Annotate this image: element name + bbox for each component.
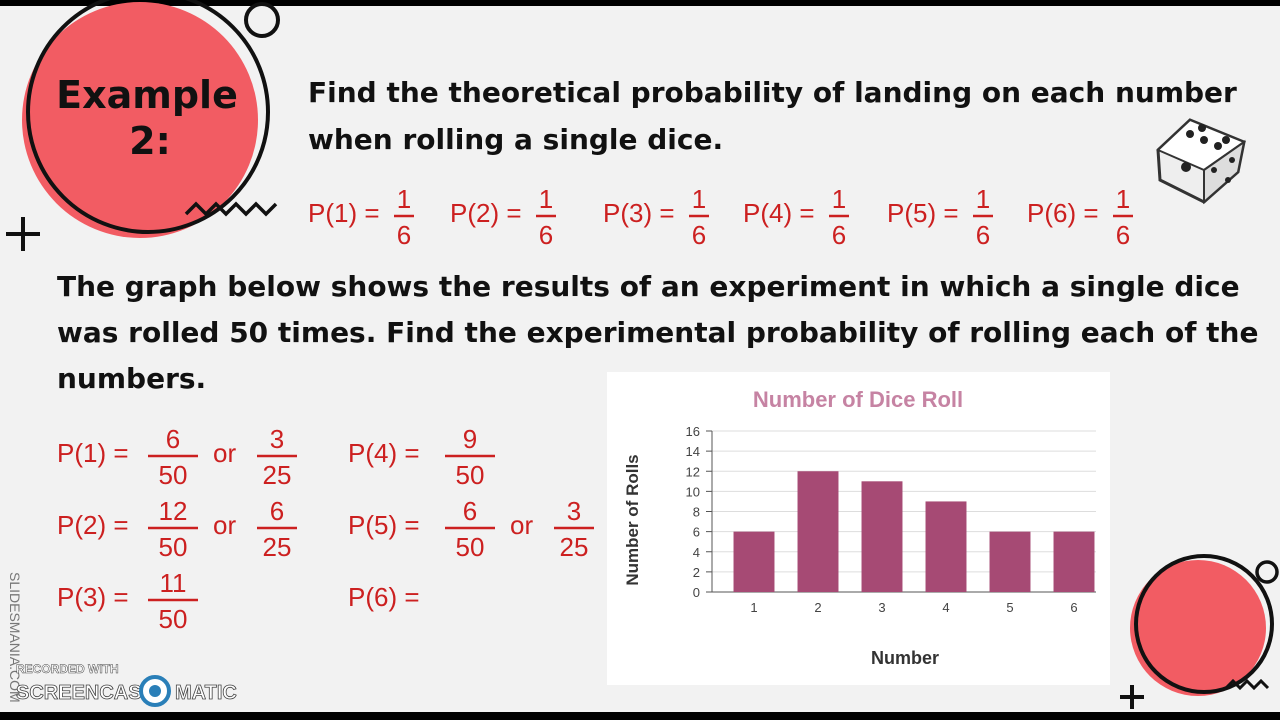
fraction-denominator: 50 bbox=[456, 460, 485, 490]
probability-label: P(4) = bbox=[743, 198, 815, 228]
fraction-denominator: 50 bbox=[159, 460, 188, 490]
question-text: when rolling a single dice. bbox=[308, 123, 723, 156]
question-text: numbers. bbox=[57, 362, 206, 395]
probability-label: P(6) = bbox=[348, 582, 420, 612]
bar bbox=[733, 531, 775, 592]
y-tick-label: 14 bbox=[686, 444, 700, 459]
or-word: or bbox=[510, 510, 533, 540]
example-number: 2: bbox=[129, 119, 171, 163]
example-label: Example bbox=[56, 73, 238, 117]
fraction-denominator: 6 bbox=[397, 220, 411, 250]
y-tick-label: 2 bbox=[693, 565, 700, 580]
y-axis-label: Number of Rolls bbox=[623, 454, 642, 585]
probability-label: P(1) = bbox=[308, 198, 380, 228]
top-bar bbox=[0, 0, 1280, 6]
fraction-numerator: 12 bbox=[159, 496, 188, 526]
y-tick-label: 8 bbox=[693, 505, 700, 520]
fraction-numerator: 6 bbox=[463, 496, 477, 526]
bar bbox=[797, 471, 839, 592]
x-tick-label: 5 bbox=[1006, 600, 1013, 615]
y-tick-label: 4 bbox=[693, 545, 700, 560]
y-tick-label: 0 bbox=[693, 585, 700, 600]
fraction-denominator: 6 bbox=[539, 220, 553, 250]
y-tick-label: 16 bbox=[686, 424, 700, 439]
fraction-denominator: 25 bbox=[263, 532, 292, 562]
watermark: SLIDESMANIA.COM bbox=[7, 572, 23, 703]
fraction-numerator: 1 bbox=[692, 184, 706, 214]
probability-label: P(3) = bbox=[603, 198, 675, 228]
or-word: or bbox=[213, 510, 236, 540]
bar bbox=[989, 531, 1031, 592]
fraction-numerator: 6 bbox=[166, 424, 180, 454]
circle-outline-small bbox=[1134, 554, 1274, 694]
plus bbox=[1120, 685, 1144, 709]
probability-label: P(5) = bbox=[348, 510, 420, 540]
fraction-denominator: 6 bbox=[1116, 220, 1130, 250]
question-text: The graph below shows the results of an … bbox=[57, 270, 1240, 303]
y-tick-label: 6 bbox=[693, 525, 700, 540]
probability-label: P(2) = bbox=[57, 510, 129, 540]
bar bbox=[1053, 531, 1095, 592]
question-text: was rolled 50 times. Find the experiment… bbox=[57, 316, 1258, 349]
probability-label: P(4) = bbox=[348, 438, 420, 468]
plus bbox=[6, 217, 40, 251]
red-circle bbox=[22, 2, 258, 238]
chart-panel bbox=[607, 372, 1110, 685]
fraction-denominator: 6 bbox=[832, 220, 846, 250]
fraction-denominator: 25 bbox=[560, 532, 589, 562]
probability-label: P(2) = bbox=[450, 198, 522, 228]
watermark: RECORDED WITH bbox=[16, 662, 119, 676]
fraction-denominator: 50 bbox=[159, 604, 188, 634]
bar bbox=[861, 481, 903, 592]
fraction-numerator: 1 bbox=[539, 184, 553, 214]
probability-label: P(3) = bbox=[57, 582, 129, 612]
fraction-denominator: 50 bbox=[456, 532, 485, 562]
circle-outline bbox=[26, 0, 270, 234]
small-circle bbox=[1255, 560, 1279, 584]
x-tick-label: 2 bbox=[814, 600, 821, 615]
small-circle bbox=[244, 2, 280, 38]
or-word: or bbox=[213, 438, 236, 468]
fraction-numerator: 1 bbox=[1116, 184, 1130, 214]
watermark: SCREENCAST bbox=[16, 682, 154, 704]
question-text: Find the theoretical probability of land… bbox=[308, 76, 1237, 109]
fraction-denominator: 6 bbox=[976, 220, 990, 250]
x-tick-label: 4 bbox=[942, 600, 949, 615]
fraction-denominator: 50 bbox=[159, 532, 188, 562]
y-tick-label: 10 bbox=[686, 484, 700, 499]
fraction-numerator: 11 bbox=[160, 568, 187, 598]
fraction-denominator: 6 bbox=[692, 220, 706, 250]
watermark: MATIC bbox=[175, 682, 237, 704]
fraction-numerator: 9 bbox=[463, 424, 477, 454]
fraction-numerator: 6 bbox=[270, 496, 284, 526]
red-circle-small bbox=[1130, 560, 1266, 696]
x-tick-label: 1 bbox=[750, 600, 757, 615]
zigzag bbox=[1224, 678, 1270, 691]
zigzag bbox=[184, 201, 278, 217]
dice-icon bbox=[1156, 118, 1247, 205]
probability-label: P(6) = bbox=[1027, 198, 1099, 228]
x-tick-label: 3 bbox=[878, 600, 885, 615]
watermark-logo bbox=[149, 685, 161, 697]
y-tick-label: 12 bbox=[686, 464, 700, 479]
fraction-numerator: 1 bbox=[976, 184, 990, 214]
fraction-denominator: 25 bbox=[263, 460, 292, 490]
x-tick-label: 6 bbox=[1070, 600, 1077, 615]
probability-label: P(5) = bbox=[887, 198, 959, 228]
fraction-numerator: 1 bbox=[397, 184, 411, 214]
fraction-numerator: 1 bbox=[832, 184, 846, 214]
bar bbox=[925, 501, 967, 592]
fraction-numerator: 3 bbox=[270, 424, 284, 454]
probability-label: P(1) = bbox=[57, 438, 129, 468]
bottom-bar bbox=[0, 712, 1280, 720]
fraction-numerator: 3 bbox=[567, 496, 581, 526]
chart-title: Number of Dice Roll bbox=[753, 387, 963, 412]
x-axis-label: Number bbox=[871, 648, 939, 668]
